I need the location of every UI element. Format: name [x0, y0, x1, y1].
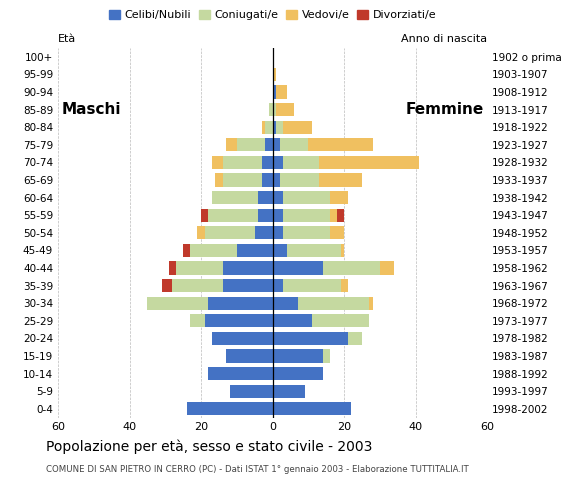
- Bar: [340, 279, 347, 292]
- Bar: [273, 384, 305, 398]
- Bar: [319, 156, 419, 169]
- Bar: [273, 68, 276, 81]
- Bar: [284, 209, 330, 222]
- Bar: [273, 367, 322, 380]
- Bar: [183, 244, 190, 257]
- Bar: [208, 297, 273, 310]
- Bar: [273, 314, 312, 327]
- Bar: [273, 279, 284, 292]
- Bar: [312, 314, 369, 327]
- Bar: [284, 120, 312, 134]
- Bar: [284, 156, 319, 169]
- Bar: [322, 349, 330, 362]
- Bar: [287, 244, 340, 257]
- Bar: [262, 173, 273, 187]
- Bar: [169, 262, 176, 275]
- Bar: [237, 244, 273, 257]
- Bar: [212, 191, 258, 204]
- Bar: [223, 156, 262, 169]
- Bar: [273, 138, 280, 151]
- Bar: [226, 138, 237, 151]
- Bar: [276, 120, 283, 134]
- Bar: [330, 226, 344, 240]
- Bar: [273, 402, 351, 415]
- Bar: [280, 173, 319, 187]
- Bar: [337, 209, 344, 222]
- Bar: [176, 262, 223, 275]
- Bar: [280, 138, 309, 151]
- Bar: [273, 103, 276, 116]
- Bar: [309, 138, 373, 151]
- Bar: [284, 191, 330, 204]
- Bar: [212, 156, 223, 169]
- Bar: [147, 297, 208, 310]
- Bar: [266, 138, 273, 151]
- Text: COMUNE DI SAN PIETRO IN CERRO (PC) - Dati ISTAT 1° gennaio 2003 - Elaborazione T: COMUNE DI SAN PIETRO IN CERRO (PC) - Dat…: [46, 465, 469, 474]
- Bar: [162, 279, 172, 292]
- Bar: [330, 209, 337, 222]
- Bar: [273, 209, 284, 222]
- Legend: Celibi/Nubili, Coniugati/e, Vedovi/e, Divorziati/e: Celibi/Nubili, Coniugati/e, Vedovi/e, Di…: [104, 5, 441, 25]
- Bar: [262, 120, 266, 134]
- Bar: [273, 156, 284, 169]
- Bar: [201, 209, 208, 222]
- Bar: [258, 191, 273, 204]
- Bar: [273, 297, 298, 310]
- Bar: [172, 279, 223, 292]
- Bar: [273, 226, 284, 240]
- Bar: [205, 314, 273, 327]
- Bar: [223, 173, 262, 187]
- Bar: [340, 244, 344, 257]
- Bar: [273, 120, 276, 134]
- Bar: [198, 226, 205, 240]
- Bar: [380, 262, 394, 275]
- Bar: [205, 226, 255, 240]
- Bar: [258, 209, 273, 222]
- Bar: [276, 103, 294, 116]
- Bar: [266, 120, 273, 134]
- Bar: [348, 332, 362, 345]
- Bar: [190, 244, 237, 257]
- Bar: [262, 156, 273, 169]
- Bar: [273, 191, 284, 204]
- Bar: [273, 262, 322, 275]
- Bar: [284, 279, 340, 292]
- Text: Anno di nascita: Anno di nascita: [401, 35, 487, 45]
- Bar: [284, 226, 330, 240]
- Text: Maschi: Maschi: [61, 102, 121, 117]
- Bar: [208, 367, 273, 380]
- Bar: [269, 103, 273, 116]
- Bar: [298, 297, 369, 310]
- Bar: [276, 85, 287, 98]
- Bar: [322, 262, 380, 275]
- Bar: [187, 402, 273, 415]
- Bar: [208, 209, 258, 222]
- Bar: [273, 85, 276, 98]
- Bar: [273, 349, 322, 362]
- Bar: [190, 314, 205, 327]
- Bar: [369, 297, 373, 310]
- Bar: [226, 349, 273, 362]
- Bar: [223, 279, 273, 292]
- Text: Popolazione per età, sesso e stato civile - 2003: Popolazione per età, sesso e stato civil…: [46, 439, 373, 454]
- Bar: [215, 173, 223, 187]
- Bar: [273, 332, 348, 345]
- Bar: [255, 226, 273, 240]
- Bar: [237, 138, 266, 151]
- Text: Età: Età: [58, 35, 76, 45]
- Bar: [223, 262, 273, 275]
- Text: Femmine: Femmine: [405, 102, 484, 117]
- Bar: [273, 173, 280, 187]
- Bar: [330, 191, 348, 204]
- Bar: [212, 332, 273, 345]
- Bar: [273, 244, 287, 257]
- Bar: [319, 173, 362, 187]
- Bar: [230, 384, 273, 398]
